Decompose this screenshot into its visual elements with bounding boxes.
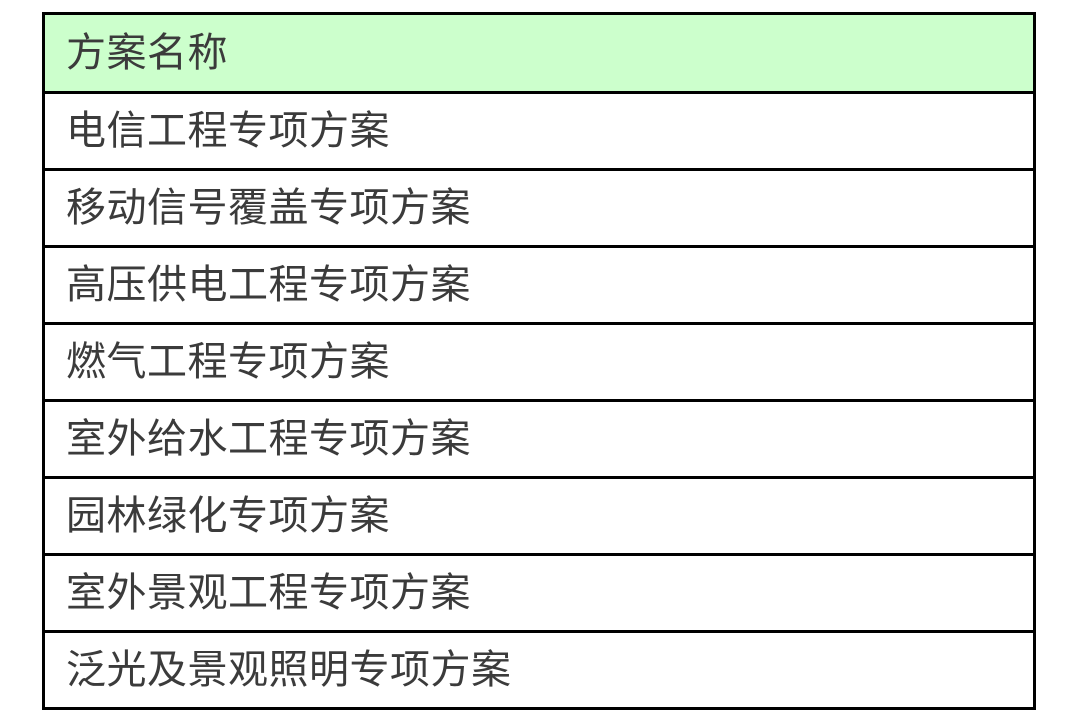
cell-scheme-name: 泛光及景观照明专项方案 bbox=[42, 630, 1036, 710]
table-header-row: 方案名称 bbox=[42, 12, 1036, 94]
cell-scheme-name: 室外给水工程专项方案 bbox=[42, 399, 1036, 479]
table-row[interactable]: 室外景观工程专项方案 bbox=[42, 553, 1036, 633]
table-row[interactable]: 燃气工程专项方案 bbox=[42, 322, 1036, 402]
table-row[interactable]: 电信工程专项方案 bbox=[42, 91, 1036, 171]
table-row[interactable]: 移动信号覆盖专项方案 bbox=[42, 168, 1036, 248]
cell-scheme-name: 电信工程专项方案 bbox=[42, 91, 1036, 171]
table-row[interactable]: 室外给水工程专项方案 bbox=[42, 399, 1036, 479]
table-body: 电信工程专项方案 移动信号覆盖专项方案 高压供电工程专项方案 燃气工程专项方案 … bbox=[42, 91, 1036, 710]
table-row[interactable]: 园林绿化专项方案 bbox=[42, 476, 1036, 556]
cell-scheme-name: 燃气工程专项方案 bbox=[42, 322, 1036, 402]
column-header-scheme-name[interactable]: 方案名称 bbox=[42, 12, 1036, 94]
scheme-name-table: 方案名称 电信工程专项方案 移动信号覆盖专项方案 高压供电工程专项方案 燃气工程… bbox=[42, 12, 1036, 710]
table-header: 方案名称 bbox=[42, 12, 1036, 94]
cell-scheme-name: 室外景观工程专项方案 bbox=[42, 553, 1036, 633]
cell-scheme-name: 园林绿化专项方案 bbox=[42, 476, 1036, 556]
cell-scheme-name: 移动信号覆盖专项方案 bbox=[42, 168, 1036, 248]
table-row[interactable]: 泛光及景观照明专项方案 bbox=[42, 630, 1036, 710]
cell-scheme-name: 高压供电工程专项方案 bbox=[42, 245, 1036, 325]
table-row[interactable]: 高压供电工程专项方案 bbox=[42, 245, 1036, 325]
